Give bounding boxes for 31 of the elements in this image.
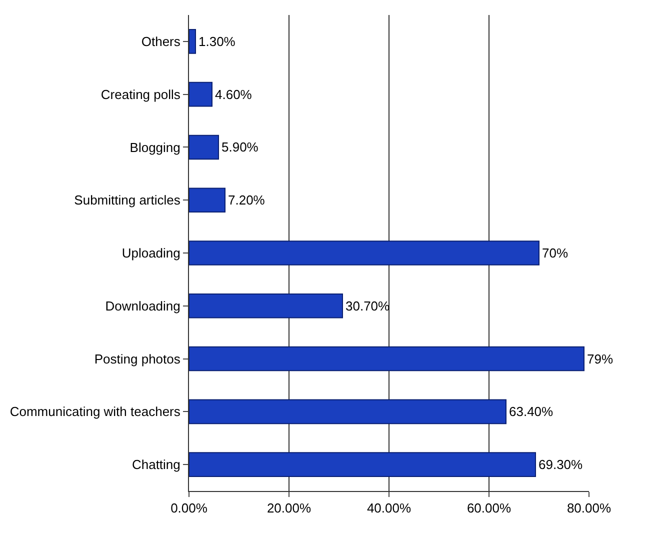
x-tick-label: 20.00% [266, 500, 312, 516]
y-tick-label: Submitting articles [74, 192, 181, 208]
data-label: 79% [587, 351, 614, 366]
data-label: 4.60% [215, 86, 252, 102]
x-tick-label: 60.00% [466, 500, 512, 516]
bar [189, 452, 536, 477]
y-tick-label: Others [141, 34, 181, 49]
bar [189, 293, 343, 318]
bar [189, 29, 196, 54]
bar [189, 134, 219, 160]
bar [189, 240, 540, 266]
y-tick-label: Downloading [105, 298, 180, 314]
y-tick-label: Creating polls [100, 86, 181, 102]
y-tick-label: Uploading [122, 246, 180, 261]
data-label: 70% [542, 246, 568, 260]
data-label: 69.30% [538, 457, 584, 472]
x-tick-label: 0.00% [170, 500, 208, 516]
data-label: 5.90% [222, 140, 259, 155]
bar [189, 188, 226, 213]
data-label: 1.30% [198, 34, 236, 49]
y-tick-label: Chatting [132, 457, 180, 472]
x-tick-label: 40.00% [366, 500, 412, 516]
data-label: 63.40% [509, 404, 554, 420]
y-tick-label: Blogging [130, 140, 180, 155]
bar [189, 82, 212, 107]
data-label: 7.20% [228, 192, 266, 208]
y-tick-label: Communicating with teachers [10, 404, 181, 420]
y-tick-label: Posting photos [94, 351, 181, 366]
bar [189, 346, 584, 372]
x-tick-label: 80.00% [566, 500, 612, 516]
bar [189, 399, 506, 424]
